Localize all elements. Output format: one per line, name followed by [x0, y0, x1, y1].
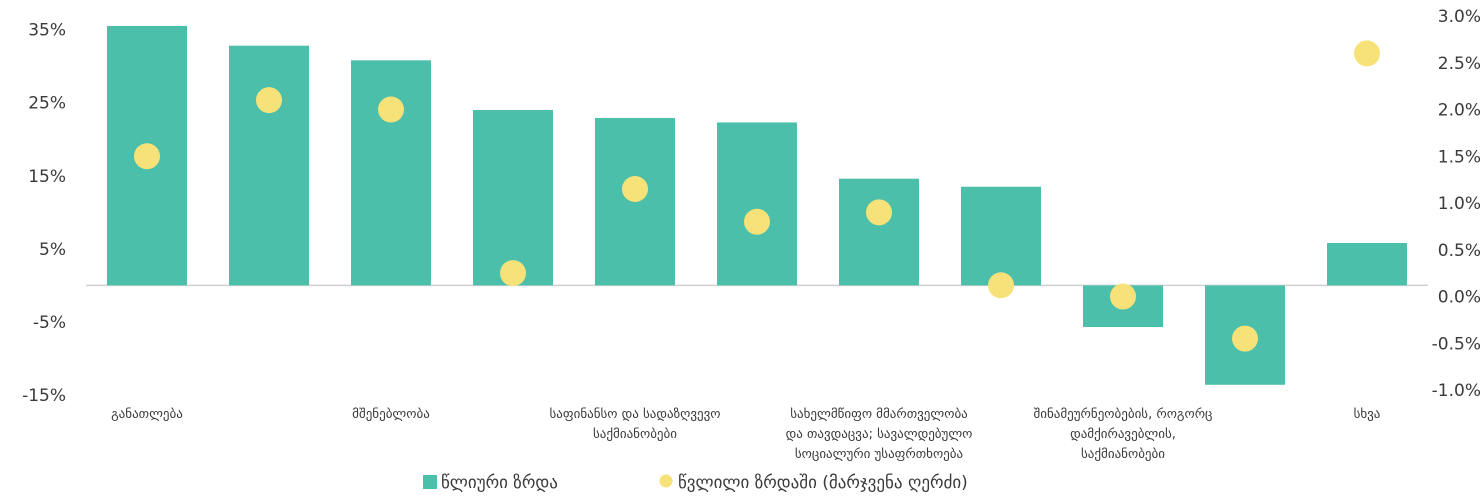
left-tick-label: -15%	[22, 386, 66, 406]
right-tick-label: -1.0%	[1432, 381, 1481, 401]
left-tick-label: 35%	[28, 21, 66, 41]
right-axis-ticks: 3.0% 2.5% 2.0% 1.5% 1.0% 0.5% 0.0% -0.5% -1.0%	[1432, 7, 1481, 401]
right-tick-label: 1.5%	[1438, 147, 1481, 167]
dot	[1232, 325, 1258, 352]
category-label-line: სხვა	[1354, 407, 1381, 422]
category-labels: განათლება მშენებლობა საფინანსო და სადაზღვე…	[111, 407, 1380, 462]
left-axis-ticks: 35% 25% 15% 5% -5% -15%	[22, 21, 66, 406]
legend-dot-label: წვლილი ზრდაში (მარჯვენა ღერძი)	[678, 473, 968, 493]
dot	[500, 260, 526, 287]
category-label: შინამეურნეობების, როგორც დამქირავებლის, სა…	[1034, 407, 1213, 462]
category-label: მშენებლობა	[352, 407, 430, 422]
left-tick-label: 5%	[39, 240, 66, 260]
left-tick-label: 15%	[28, 167, 66, 187]
dot	[988, 272, 1014, 299]
right-tick-label: 0.5%	[1438, 241, 1481, 261]
bar-series	[107, 25, 1407, 385]
category-label-line: სოციალური უსაფრთხოება	[795, 447, 963, 462]
category-label: განათლება	[111, 407, 183, 422]
dot	[134, 143, 160, 170]
category-label-line: დამქირავებლის,	[1070, 427, 1176, 442]
dot	[256, 87, 282, 114]
dot	[622, 175, 648, 202]
dot-series	[134, 40, 1380, 352]
right-tick-label: 2.0%	[1438, 101, 1481, 121]
bar	[351, 60, 431, 286]
category-label-line: საქმიანობები	[1081, 447, 1165, 462]
bar	[473, 110, 553, 286]
bar	[839, 178, 919, 286]
category-label: საფინანსო და სადაზღვევო საქმიანობები	[549, 407, 720, 442]
left-tick-label: -5%	[33, 313, 66, 333]
category-label-line: საფინანსო და სადაზღვევო	[549, 407, 720, 422]
left-tick-label: 25%	[28, 94, 66, 114]
bar	[717, 122, 797, 286]
category-label: სახელმწიფო მმართველობა და თავდაცვა; სავალ…	[786, 407, 973, 462]
category-label-line: მშენებლობა	[352, 407, 430, 422]
dot	[1354, 40, 1380, 67]
dot	[378, 96, 404, 123]
legend: წლიური ზრდა წვლილი ზრდაში (მარჯვენა ღერძ…	[423, 473, 968, 493]
bar	[229, 45, 309, 286]
bar	[961, 186, 1041, 286]
right-tick-label: 2.5%	[1438, 54, 1481, 74]
right-tick-label: -0.5%	[1432, 334, 1481, 354]
category-label-line: სახელმწიფო მმართველობა	[790, 407, 968, 422]
right-tick-label: 1.0%	[1438, 194, 1481, 214]
bar	[1327, 243, 1407, 286]
category-label-line: შინამეურნეობების, როგორც	[1034, 407, 1213, 422]
dot	[866, 199, 892, 226]
category-label: სხვა	[1354, 407, 1381, 422]
right-tick-label: 0.0%	[1438, 288, 1481, 308]
legend-bar-swatch	[423, 475, 437, 489]
category-label-line: და თავდაცვა; სავალდებულო	[786, 427, 973, 442]
dot	[744, 208, 770, 235]
right-tick-label: 3.0%	[1438, 7, 1481, 27]
dot	[1110, 283, 1136, 310]
legend-dot-swatch	[659, 474, 673, 488]
category-label-line: საქმიანობები	[593, 427, 677, 442]
category-label-line: განათლება	[111, 407, 183, 422]
legend-bar-label: წლიური ზრდა	[441, 473, 558, 493]
